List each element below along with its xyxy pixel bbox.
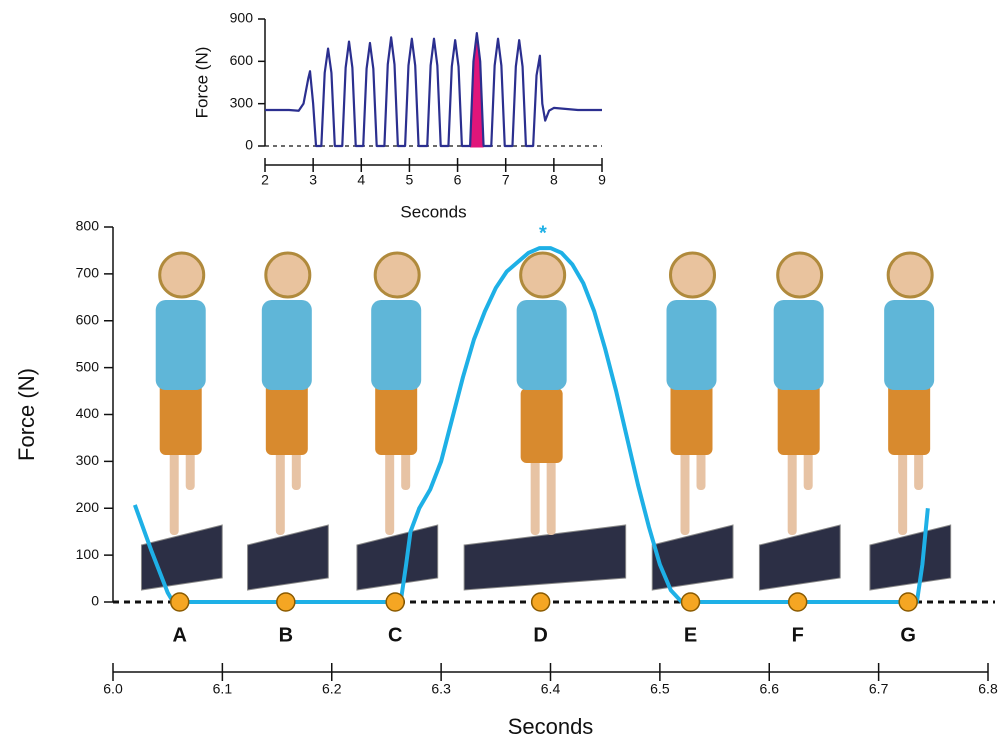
y-axis-title: Force (N) [14,368,39,461]
force-curve [265,33,602,146]
shorts [671,380,713,455]
x-tick-label: 6.8 [978,681,998,697]
shorts [888,380,930,455]
y-tick-label: 500 [76,358,100,374]
y-tick-label: 200 [76,499,100,515]
x-tick-label: 3 [309,172,317,188]
y-tick-label: 300 [230,94,254,110]
shorts [266,380,308,455]
shirt [884,300,934,390]
x-tick-label: 6.1 [213,681,233,697]
x-tick-label: 8 [550,172,558,188]
x-tick-label: 6 [454,172,462,188]
shorts [521,388,563,463]
head [375,253,419,297]
x-tick-label: 6.5 [650,681,670,697]
event-marker [171,593,189,611]
shirt [517,300,567,390]
y-tick-label: 0 [91,593,99,609]
y-tick-label: 600 [230,52,254,68]
y-tick-label: 900 [230,10,254,26]
x-tick-label: 6.3 [431,681,451,697]
event-marker [789,593,807,611]
x-tick-label: 5 [406,172,414,188]
peak-marker: * [539,222,547,244]
head [160,253,204,297]
x-tick-label: 6.4 [541,681,561,697]
head [521,253,565,297]
y-tick-label: 800 [76,218,100,234]
x-tick-label: 6.7 [869,681,889,697]
y-tick-label: 700 [76,265,100,281]
force-plate [759,525,840,590]
y-tick-label: 100 [76,546,100,562]
force-plate [248,525,329,590]
shirt [371,300,421,390]
x-tick-label: 6.6 [760,681,780,697]
shorts [375,380,417,455]
shirt [774,300,824,390]
event-label: F [792,624,804,646]
shirt [156,300,206,390]
head [266,253,310,297]
head [778,253,822,297]
x-tick-label: 6.0 [103,681,123,697]
y-axis-title: Force (N) [192,47,211,119]
force-plate [464,525,626,590]
shorts [160,380,202,455]
head [888,253,932,297]
x-axis-title: Seconds [508,714,594,739]
event-marker [532,593,550,611]
photos [141,253,950,590]
figure: 0 300 600 900 2 3 4 5 6 7 8 9 Force (N) Seconds 0 100 20… [0,0,1002,745]
event-marker [899,593,917,611]
event-label: A [172,624,186,646]
event-label: E [684,624,697,646]
x-tick-label: 9 [598,172,606,188]
y-tick-label: 0 [245,137,253,153]
event-label: G [900,624,916,646]
event-label: C [388,624,402,646]
event-label: B [279,624,293,646]
head [671,253,715,297]
shirt [667,300,717,390]
force-plate [357,525,438,590]
force-plate [870,525,951,590]
y-tick-label: 400 [76,405,100,421]
shorts [778,380,820,455]
shirt [262,300,312,390]
event-marker [277,593,295,611]
x-axis-title: Seconds [400,202,466,221]
x-tick-label: 4 [357,172,365,188]
x-tick-label: 6.2 [322,681,342,697]
y-tick-label: 600 [76,311,100,327]
y-tick-label: 300 [76,452,100,468]
x-tick-label: 7 [502,172,510,188]
x-tick-label: 2 [261,172,269,188]
event-label: D [533,624,547,646]
force-plate [652,525,733,590]
event-marker [386,593,404,611]
event-marker [682,593,700,611]
